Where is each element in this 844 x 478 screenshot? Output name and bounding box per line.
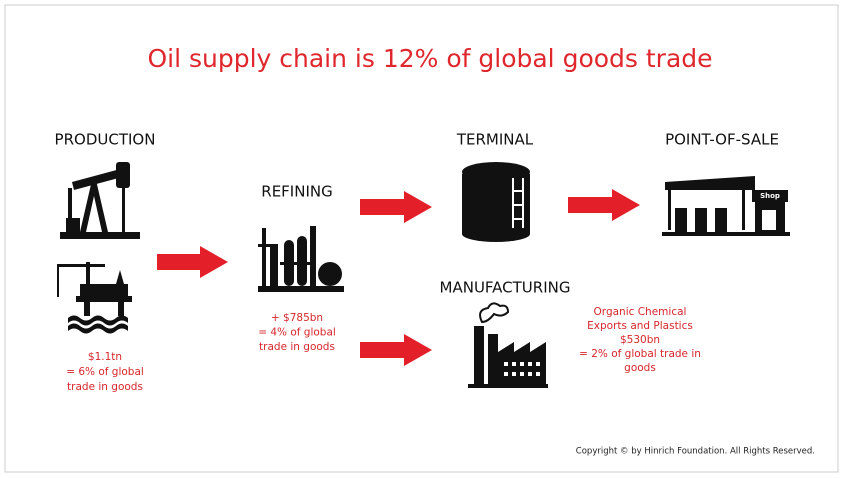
stage-note: = 4% of global <box>258 327 336 339</box>
stage-note: $530bn <box>620 334 660 346</box>
offshore-rig-icon <box>57 262 132 334</box>
stage-label: TERMINAL <box>456 131 534 149</box>
stage-note: goods <box>624 362 656 374</box>
stage-label: MANUFACTURING <box>440 279 571 297</box>
stage-note: trade in goods <box>259 341 335 353</box>
stage-note: = 2% of global trade in <box>579 348 701 360</box>
arrow <box>360 334 432 366</box>
stage-note: + $785bn <box>271 312 323 324</box>
arrow <box>568 189 640 221</box>
terminal-icon <box>462 162 530 242</box>
stage-note: $1.1tn <box>88 351 122 363</box>
copyright: Copyright © by Hinrich Foundation. All R… <box>576 447 815 457</box>
arrow <box>157 246 228 278</box>
notes: $1.1tn = 6% of global trade in goods + $785… <box>66 306 701 393</box>
refinery-icon <box>258 226 344 292</box>
arrow <box>360 191 432 223</box>
frame <box>4 4 839 473</box>
stage-label: POINT-OF-SALE <box>665 131 779 149</box>
stage-note: Organic Chemical <box>594 306 687 318</box>
arrows <box>157 189 640 366</box>
shop-sign: Shop <box>760 192 780 200</box>
factory-icon <box>468 302 548 388</box>
stage-label: REFINING <box>261 183 332 201</box>
stage-note: Exports and Plastics <box>587 320 693 332</box>
stage-note: = 6% of global <box>66 366 144 378</box>
stage-note: trade in goods <box>67 381 143 393</box>
pumpjack-icon <box>60 162 140 239</box>
title: Oil supply chain is 12% of global goods … <box>147 44 712 73</box>
stage-label: PRODUCTION <box>55 131 156 149</box>
gas-station-icon: Shop <box>662 176 790 236</box>
